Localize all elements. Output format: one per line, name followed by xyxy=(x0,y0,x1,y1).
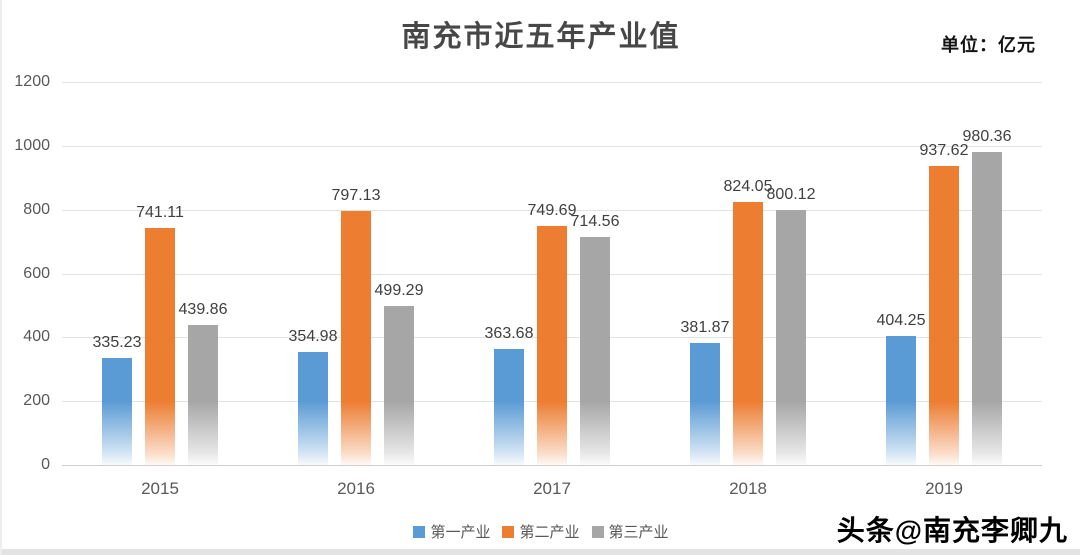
bar-value-label: 980.36 xyxy=(962,128,1012,146)
bar-value-label: 749.69 xyxy=(527,201,577,219)
y-axis-tick-label: 1000 xyxy=(14,136,50,154)
bar: 800.12 xyxy=(767,186,815,465)
第二产业-bar xyxy=(341,210,371,465)
bar: 363.68 xyxy=(485,325,533,465)
bar-value-label: 363.68 xyxy=(484,324,534,342)
legend-swatch xyxy=(502,525,515,538)
y-axis-tick-label: 400 xyxy=(23,328,50,346)
第二产业-bar xyxy=(733,202,763,465)
y-axis-tick-label: 1200 xyxy=(14,73,50,90)
legend-label: 第一产业 xyxy=(430,524,491,541)
x-axis-tick-label: 2019 xyxy=(925,479,963,498)
bar-value-label: 741.11 xyxy=(136,204,184,222)
bar-value-label: 824.05 xyxy=(723,178,773,195)
bar: 404.25 xyxy=(877,312,925,465)
unit-label: 单位：亿元 xyxy=(941,35,1036,55)
gridline xyxy=(62,465,1042,466)
legend-swatch xyxy=(591,525,604,538)
bar-group: 381.87 824.05 800.12 xyxy=(650,82,846,465)
y-axis-tick-label: 800 xyxy=(23,200,50,218)
chart-title: 南充市近五年产业值 xyxy=(401,21,681,53)
bar-value-label: 714.56 xyxy=(570,212,620,230)
第三产业-bar xyxy=(580,236,610,465)
legend-label: 第二产业 xyxy=(519,524,580,541)
第三产业-bar xyxy=(776,209,806,465)
x-axis-labels: 2015 2016 2017 2018 2019 xyxy=(62,479,1042,499)
legend-item: 第二产业 xyxy=(502,521,580,542)
bar-value-label: 800.12 xyxy=(766,185,816,203)
bar: 980.36 xyxy=(963,128,1011,465)
第二产业-bar xyxy=(929,165,959,465)
bar: 749.69 xyxy=(528,202,576,465)
bar: 335.23 xyxy=(93,334,141,465)
gridline xyxy=(62,209,1042,211)
bar-value-label: 937.62 xyxy=(919,141,969,159)
legend-item: 第三产业 xyxy=(591,521,669,542)
bar-value-label: 439.86 xyxy=(178,300,228,318)
第三产业-bar xyxy=(972,152,1002,465)
bar: 797.13 xyxy=(332,187,380,465)
bar-group: 335.23 741.11 439.86 xyxy=(62,82,258,465)
第三产业-bar xyxy=(188,324,218,465)
第一产业-bar xyxy=(494,348,524,465)
x-axis-tick-label: 2015 xyxy=(141,479,179,498)
legend: 第一产业 第二产业 第三产业 xyxy=(2,521,1080,542)
bar: 499.29 xyxy=(375,282,423,465)
bar: 824.05 xyxy=(724,178,772,465)
第一产业-bar xyxy=(298,351,328,465)
legend-item: 第一产业 xyxy=(413,521,490,542)
x-axis-tick-label: 2017 xyxy=(533,479,571,498)
x-axis-tick-label: 2016 xyxy=(337,479,375,498)
bar: 714.56 xyxy=(571,213,619,465)
第一产业-bar xyxy=(102,358,132,465)
第一产业-bar xyxy=(886,335,916,465)
bottom-edge-divider xyxy=(2,549,1080,555)
第三产业-bar xyxy=(384,305,414,465)
bar-value-label: 499.29 xyxy=(374,281,424,299)
y-axis-tick-label: 600 xyxy=(23,264,50,282)
x-axis-tick-label: 2018 xyxy=(729,479,767,498)
bar: 937.62 xyxy=(920,142,968,465)
第二产业-bar xyxy=(537,225,567,465)
bar-value-label: 335.23 xyxy=(92,334,142,352)
bar-value-label: 354.98 xyxy=(288,327,338,345)
y-axis-tick-label: 0 xyxy=(41,456,50,473)
y-axis-tick-label: 200 xyxy=(23,392,50,410)
bar-group: 354.98 797.13 499.29 xyxy=(258,82,454,465)
bar: 439.86 xyxy=(179,301,227,465)
第一产业-bar xyxy=(690,343,720,465)
gridline xyxy=(62,82,1042,83)
bar-group: 363.68 749.69 714.56 xyxy=(454,82,650,465)
bar-value-label: 381.87 xyxy=(680,319,730,337)
bar: 741.11 xyxy=(136,204,184,465)
bar-value-label: 797.13 xyxy=(331,186,381,204)
第二产业-bar xyxy=(145,228,175,465)
bar: 381.87 xyxy=(681,319,729,465)
legend-swatch xyxy=(413,525,426,538)
bar: 354.98 xyxy=(289,328,337,465)
bar-group: 404.25 937.62 980.36 xyxy=(846,82,1042,465)
plot-area: 1200 1000 800 600 400 200 0 335.23 741.11 439.86… xyxy=(14,73,1042,473)
watermark: 头条@南充李卿九 xyxy=(836,515,1068,546)
legend-label: 第三产业 xyxy=(608,524,669,541)
bar-value-label: 404.25 xyxy=(876,311,926,329)
gridline xyxy=(62,145,1042,147)
bar-groups: 335.23 741.11 439.86 354.98 797.13 499.29 363.… xyxy=(62,82,1042,465)
